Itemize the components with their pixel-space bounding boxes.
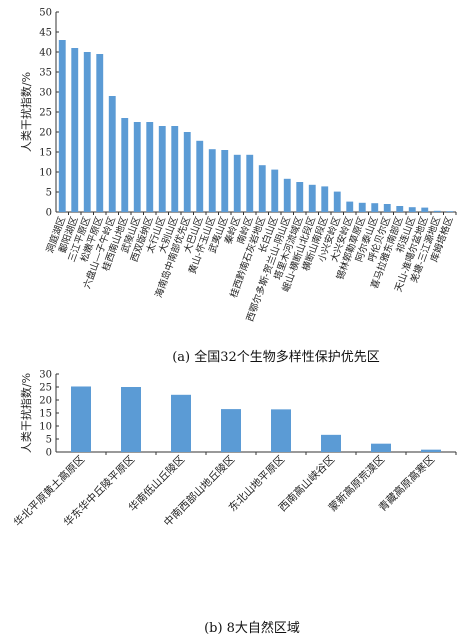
y-tick-label: 50 — [39, 8, 52, 19]
y-tick-label: 30 — [39, 88, 52, 99]
y-tick-label: 35 — [39, 68, 52, 79]
chart-a-caption: (a) 全国32个生物多样性保护优先区 — [172, 349, 380, 365]
y-axis-label: 人类干扰指数/% — [19, 72, 33, 152]
bar — [333, 191, 341, 212]
y-tick-label: 20 — [39, 396, 52, 407]
y-tick-label: 10 — [39, 422, 52, 433]
bar — [371, 203, 379, 212]
bar — [358, 202, 366, 212]
bar — [121, 387, 141, 452]
bar — [171, 394, 191, 452]
bar — [408, 207, 416, 212]
y-tick-label: 20 — [39, 128, 52, 139]
bar — [421, 449, 441, 452]
bar — [221, 409, 241, 452]
bar — [246, 154, 254, 212]
y-tick-label: 15 — [39, 148, 52, 159]
bar — [396, 206, 404, 212]
bar — [171, 126, 179, 212]
bar — [183, 132, 191, 212]
bar — [196, 140, 204, 212]
bar — [233, 154, 241, 212]
bar — [433, 210, 441, 212]
y-tick-label: 0 — [46, 448, 52, 459]
chart-b: 051015202530人类干扰指数/%华北平原黄土高原区华东华中丘陵平原区华南… — [11, 370, 457, 529]
y-tick-label: 45 — [39, 28, 52, 39]
bar — [296, 182, 304, 212]
y-tick-label: 5 — [46, 188, 52, 199]
bar — [321, 186, 329, 212]
bar — [221, 150, 229, 212]
bar — [271, 169, 279, 212]
chart-b-caption: (b) 8大自然区域 — [204, 620, 300, 636]
bar — [146, 122, 154, 212]
bar — [158, 126, 166, 212]
bar — [96, 54, 104, 212]
y-tick-label: 25 — [39, 108, 52, 119]
bar — [383, 204, 391, 212]
bar — [208, 149, 216, 212]
chart-a: 05101520253035404550人类干扰指数/%洞庭湖区鄱阳湖区三江平原… — [19, 8, 457, 323]
bar — [58, 40, 66, 212]
bar — [271, 409, 291, 452]
bar — [108, 96, 116, 212]
bar — [446, 211, 454, 212]
bar — [321, 434, 341, 452]
y-tick-label: 0 — [46, 208, 52, 219]
bar — [83, 52, 91, 212]
bar — [421, 207, 429, 212]
bar — [71, 386, 91, 452]
bar — [283, 178, 291, 212]
bar — [258, 165, 266, 212]
bar — [371, 443, 391, 452]
bar — [71, 48, 79, 212]
bar — [133, 122, 141, 212]
bar — [308, 184, 316, 212]
y-tick-label: 25 — [39, 383, 52, 394]
y-tick-label: 15 — [39, 409, 52, 420]
y-tick-label: 10 — [39, 168, 52, 179]
y-axis-label: 人类干扰指数/% — [19, 373, 33, 453]
bar — [121, 118, 129, 212]
y-tick-label: 5 — [46, 435, 52, 446]
bar — [346, 201, 354, 212]
y-tick-label: 40 — [39, 48, 52, 59]
y-tick-label: 30 — [39, 370, 52, 381]
